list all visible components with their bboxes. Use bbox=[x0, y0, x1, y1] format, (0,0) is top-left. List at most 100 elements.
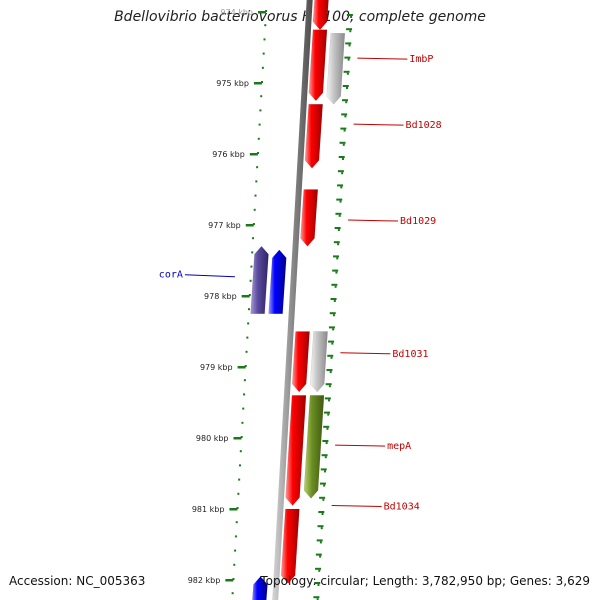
inner-dot bbox=[264, 24, 267, 27]
inner-dot bbox=[251, 251, 254, 254]
label-leader-line bbox=[348, 219, 399, 222]
kbp-tick-label: 976 kbp bbox=[212, 150, 245, 159]
gene-feature-corA[interactable] bbox=[268, 249, 287, 315]
minor-tick bbox=[346, 14, 353, 16]
outer-dot bbox=[330, 356, 333, 359]
inner-dot bbox=[243, 393, 246, 396]
minor-tick bbox=[324, 397, 331, 400]
inner-dot bbox=[236, 507, 239, 509]
inner-dot bbox=[237, 492, 240, 495]
feature-label[interactable]: mepA bbox=[387, 441, 411, 452]
gene-feature-Bd1031-grey[interactable] bbox=[309, 331, 328, 393]
minor-tick bbox=[322, 440, 329, 442]
outer-dot bbox=[323, 484, 326, 487]
outer-dot bbox=[326, 427, 329, 430]
inner-dot bbox=[235, 521, 238, 524]
gene-feature-Bd1029[interactable] bbox=[300, 189, 319, 247]
inner-dot bbox=[256, 152, 259, 154]
label-leader-line bbox=[353, 123, 404, 126]
gene-feature-bottom-blue[interactable] bbox=[252, 576, 268, 600]
inner-dot bbox=[255, 180, 258, 183]
outer-dot bbox=[327, 413, 330, 416]
minor-tick bbox=[337, 170, 344, 173]
minor-tick bbox=[325, 383, 332, 386]
outer-dot bbox=[340, 186, 343, 189]
minor-tick bbox=[316, 539, 323, 542]
inner-dot bbox=[253, 208, 256, 211]
inner-dot bbox=[246, 336, 249, 339]
inner-dot bbox=[245, 350, 248, 353]
inner-dot bbox=[233, 563, 236, 566]
minor-tick bbox=[327, 354, 334, 357]
inner-dot bbox=[263, 38, 266, 41]
feature-label[interactable]: corA bbox=[159, 270, 183, 281]
outer-dot bbox=[348, 44, 351, 47]
kbp-tick bbox=[253, 82, 262, 85]
inner-dot bbox=[254, 194, 257, 197]
outer-dot bbox=[346, 87, 349, 89]
inner-dot bbox=[244, 365, 247, 367]
gene-feature-mepA-red[interactable] bbox=[285, 395, 307, 506]
inner-dot bbox=[257, 137, 260, 140]
outer-dot bbox=[341, 172, 344, 175]
outer-dot bbox=[337, 229, 340, 231]
minor-tick bbox=[333, 255, 340, 258]
kbp-tick-label: 979 kbp bbox=[200, 363, 233, 372]
inner-dot bbox=[250, 265, 253, 268]
outer-dot bbox=[339, 200, 342, 203]
minor-tick bbox=[330, 298, 337, 300]
kbp-tick-label: 974 kbp bbox=[220, 8, 253, 17]
inner-dot bbox=[243, 379, 246, 382]
minor-tick bbox=[314, 582, 321, 584]
feature-labels: ImbP Bd1028 Bd1029 corA Bd1031 mepA Bd1034 bbox=[159, 54, 442, 512]
feature-label[interactable]: Bd1034 bbox=[384, 501, 420, 512]
feature-label[interactable]: Bd1029 bbox=[400, 216, 436, 227]
minor-tick bbox=[331, 283, 338, 286]
gene-feature-ImbP-grey[interactable] bbox=[326, 33, 346, 105]
kbp-tick-label: 980 kbp bbox=[196, 434, 229, 443]
minor-tick bbox=[313, 596, 320, 599]
outer-dot bbox=[338, 214, 341, 217]
kbp-tick-label: 982 kbp bbox=[188, 576, 221, 585]
minor-tick bbox=[338, 156, 345, 158]
feature-label[interactable]: Bd1031 bbox=[392, 349, 428, 360]
inner-dot bbox=[238, 464, 241, 467]
feature-label[interactable]: ImbP bbox=[409, 54, 433, 65]
inner-dot bbox=[259, 109, 262, 112]
inner-dot bbox=[252, 237, 255, 240]
gene-feature-Bd1031-red[interactable] bbox=[291, 331, 310, 393]
minor-tick bbox=[328, 326, 335, 329]
minor-tick bbox=[324, 411, 331, 414]
gene-feature-mepA-olive[interactable] bbox=[303, 395, 325, 499]
minor-tick bbox=[335, 212, 342, 215]
outer-dot bbox=[346, 72, 349, 75]
label-leader-line bbox=[335, 444, 386, 447]
outer-dot bbox=[316, 598, 319, 600]
gene-feature-Bd1034[interactable] bbox=[280, 508, 300, 584]
inner-dot bbox=[262, 52, 265, 55]
feature-label[interactable]: Bd1028 bbox=[406, 120, 442, 131]
minor-tick bbox=[319, 496, 326, 499]
gene-feature-top-red[interactable] bbox=[312, 0, 329, 31]
gene-feature-corA-purple[interactable] bbox=[250, 245, 269, 315]
outer-dot bbox=[331, 342, 334, 345]
backbone bbox=[272, 0, 313, 600]
kbp-tick-label: 975 kbp bbox=[216, 79, 249, 88]
inner-dot bbox=[242, 407, 245, 410]
outer-dot bbox=[321, 513, 324, 515]
map-title: Bdellovibrio bacteriovorus HD100, comple… bbox=[114, 9, 486, 25]
outer-dot bbox=[350, 16, 353, 18]
gene-feature-Bd1028[interactable] bbox=[304, 104, 323, 169]
gene-feature-ImbP-red[interactable] bbox=[308, 29, 328, 102]
genome-summary-text: Topology: circular; Length: 3,782,950 bp… bbox=[260, 574, 590, 588]
outer-dot bbox=[345, 101, 348, 104]
feature-track bbox=[250, 0, 346, 600]
minor-tick bbox=[343, 70, 350, 73]
minor-tick bbox=[315, 553, 322, 556]
minor-tick bbox=[341, 99, 348, 102]
inner-dot bbox=[265, 10, 268, 12]
kbp-tick bbox=[229, 508, 238, 511]
minor-tick bbox=[317, 525, 324, 528]
kbp-tick bbox=[241, 295, 250, 298]
